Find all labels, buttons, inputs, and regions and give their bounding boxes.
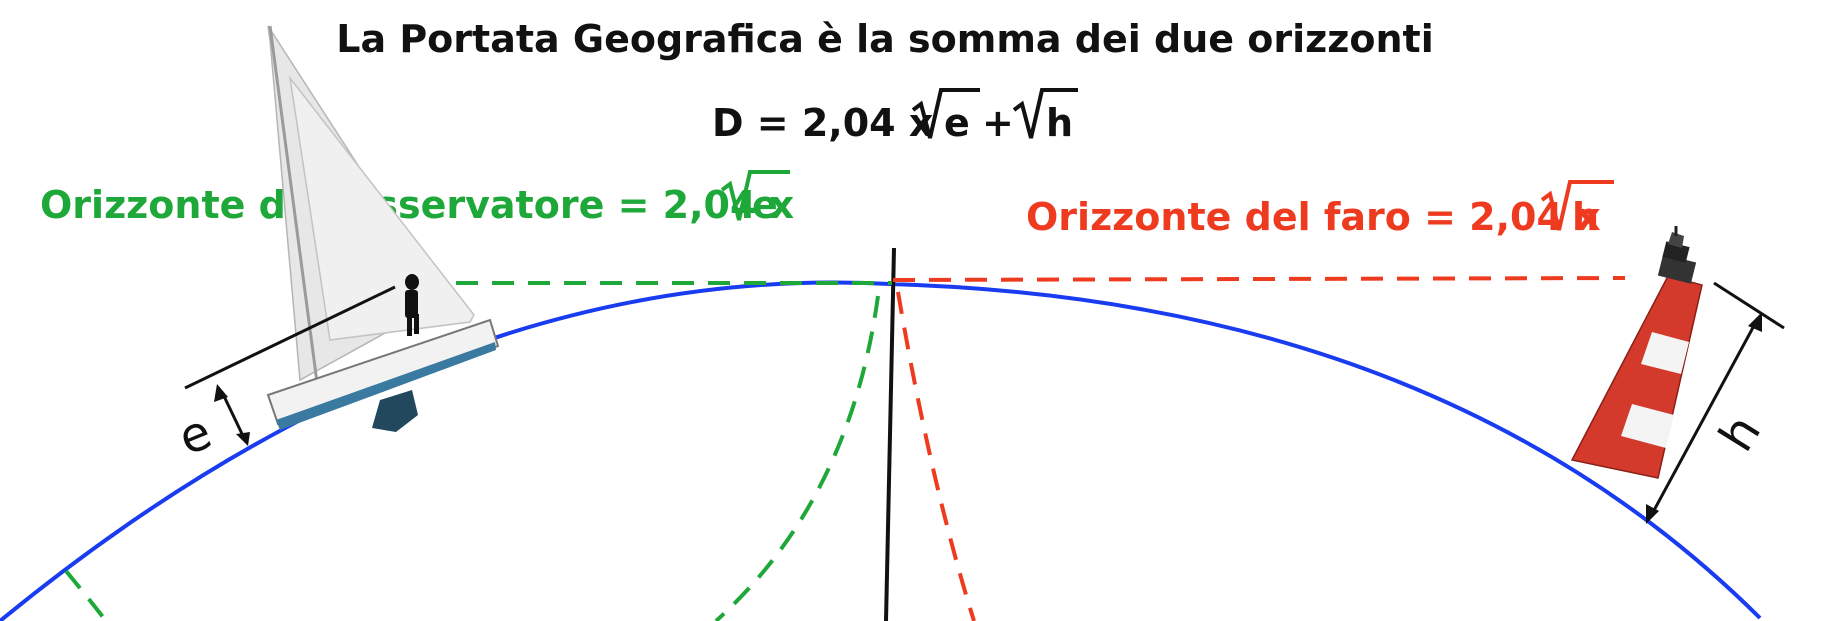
- formula-root-h: h: [1046, 101, 1073, 145]
- lighthouse-horizon-label: Orizzonte del faro = 2,04 x h: [1026, 180, 1614, 239]
- root-sign-icon: [1012, 88, 1078, 139]
- sailboat-icon: [266, 25, 500, 432]
- observer-earth-radius: [714, 295, 880, 621]
- observer-earth-radius-start: [64, 569, 108, 621]
- range-formula: D = 2,04 x e + h: [712, 88, 1078, 145]
- root-sign-icon: [1540, 180, 1614, 231]
- earth-surface-curve: [0, 280, 1762, 621]
- double-arrow-icon: [214, 384, 250, 446]
- lighthouse-icon: [1570, 226, 1703, 479]
- lighthouse-horizon-root: h: [1572, 195, 1599, 239]
- tangent-point-line: [884, 247, 896, 621]
- lighthouse-height-label: h: [1708, 406, 1772, 461]
- lighthouse-earth-radius: [896, 291, 976, 621]
- diagram-title: La Portata Geografica è la somma dei due…: [336, 17, 1433, 61]
- observer-sight-line: [184, 285, 396, 390]
- observer-height-label: e: [171, 404, 219, 467]
- double-arrow-icon: [1646, 312, 1762, 524]
- formula-plus: +: [982, 101, 1014, 145]
- observer-horizon-label: Orizzonte dell'osservatore = 2,04 x e: [40, 170, 794, 227]
- root-sign-icon: [720, 170, 790, 221]
- observer-horizon-text: Orizzonte dell'osservatore = 2,04 x: [40, 183, 794, 227]
- lighthouse-top-line: [1713, 281, 1785, 330]
- formula-root-e: e: [944, 101, 970, 145]
- observer-horizon-root: e: [752, 183, 778, 227]
- formula-prefix: D = 2,04 x: [712, 101, 933, 145]
- lighthouse-horizon-line: [892, 276, 1626, 282]
- root-sign-icon: [911, 88, 980, 139]
- lighthouse-horizon-text: Orizzonte del faro = 2,04 x: [1026, 195, 1601, 239]
